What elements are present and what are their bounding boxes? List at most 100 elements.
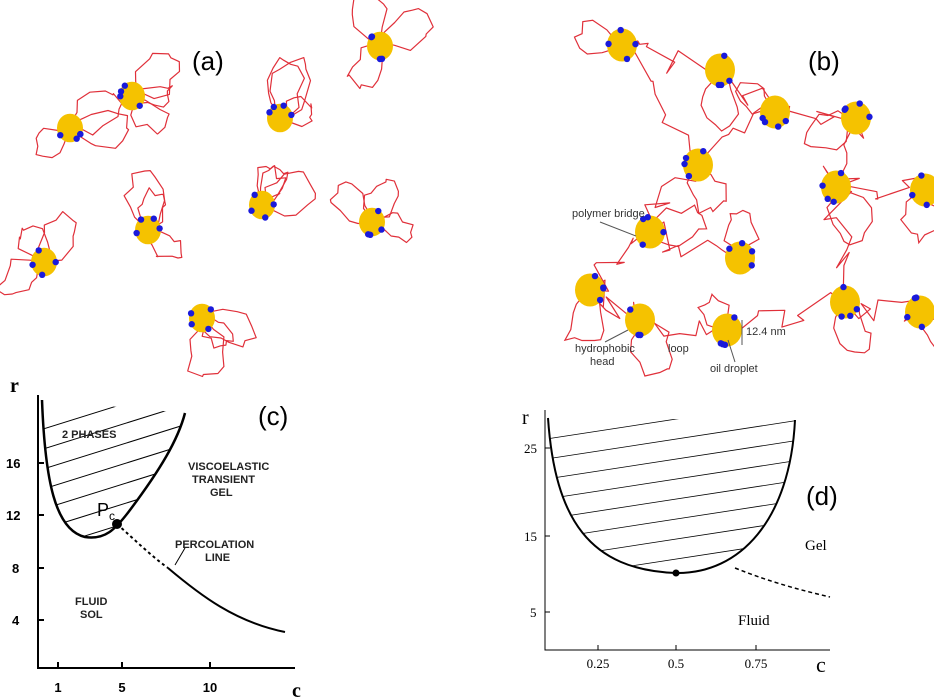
annotation: oil droplet <box>710 363 758 375</box>
hydrophobic-head <box>122 83 128 89</box>
percolation-dashed <box>117 524 168 568</box>
oil-droplet <box>712 314 742 347</box>
hydrophobic-head <box>718 340 724 346</box>
hydrophobic-head <box>912 295 918 301</box>
annotation: loop <box>668 343 689 355</box>
hydrophobic-head <box>683 155 689 161</box>
axes <box>545 410 830 650</box>
hydrophobic-head <box>624 56 630 62</box>
hydrophobic-head <box>838 313 844 319</box>
hatching <box>540 400 800 600</box>
hydrophobic-head <box>909 192 915 198</box>
hydrophobic-head <box>592 273 598 279</box>
panel-label: (d) <box>806 481 838 511</box>
tick-label: 25 <box>524 441 537 456</box>
tick-label: 4 <box>12 613 20 628</box>
polymer-bridge <box>622 42 698 165</box>
hydrophobic-head <box>137 103 143 109</box>
hydrophobic-head <box>632 41 638 47</box>
oil-droplet <box>830 286 860 319</box>
leader <box>600 222 636 236</box>
hydrophobic-head <box>133 230 139 236</box>
annotation: TRANSIENT <box>192 474 255 486</box>
hydrophobic-head <box>188 310 194 316</box>
hydrophobic-head <box>605 41 611 47</box>
hydrophobic-head <box>762 119 768 125</box>
axis-label: r <box>522 407 529 429</box>
hydrophobic-head <box>248 208 254 214</box>
tick-label: 12 <box>6 508 20 523</box>
hydrophobic-head <box>716 82 722 88</box>
hydrophobic-head <box>640 241 646 247</box>
axis-label: c <box>816 652 826 677</box>
hydrophobic-head <box>271 104 277 110</box>
annotation: LINE <box>205 552 230 564</box>
hydrophobic-head <box>288 112 294 118</box>
annotation: P <box>97 500 109 520</box>
hydrophobic-head <box>749 248 755 254</box>
annotation: hydrophobic <box>575 343 635 355</box>
hydrophobic-head <box>375 208 381 214</box>
tick-label: 10 <box>203 680 217 695</box>
percolation-line <box>735 568 830 597</box>
tick-label: 5 <box>530 605 537 620</box>
hydrophobic-head <box>151 215 157 221</box>
hydrophobic-head <box>819 182 825 188</box>
hydrophobic-head <box>919 324 925 330</box>
hydrophobic-head <box>52 259 58 265</box>
tick-label: 1 <box>54 680 61 695</box>
hydrophobic-head <box>847 313 853 319</box>
hydrophobic-head <box>838 170 844 176</box>
panel-c: r 16 12 8 4 1 5 10 c (c) 2 PHASES VISCOE… <box>6 375 301 700</box>
hydrophobic-head <box>749 262 755 268</box>
hydrophobic-head <box>856 100 862 106</box>
hydrophobic-head <box>39 272 45 278</box>
tick-label: 8 <box>12 561 19 576</box>
polymer-bridge <box>727 293 845 339</box>
tick-label: 5 <box>118 680 125 695</box>
tick-label: 16 <box>6 456 20 471</box>
hydrophobic-head <box>854 306 860 312</box>
panel-label: (c) <box>258 401 288 431</box>
annotation: polymer bridge <box>572 208 645 220</box>
percolation-line <box>168 568 285 632</box>
polymer-bridge <box>824 187 852 302</box>
annotation: Fluid <box>738 613 770 629</box>
hydrophobic-head <box>840 284 846 290</box>
hydrophobic-head <box>189 321 195 327</box>
hydrophobic-head <box>29 262 35 268</box>
hydrophobic-head <box>726 246 732 252</box>
panel-label: (a) <box>192 46 224 76</box>
annotation: c <box>109 509 115 523</box>
hydrophobic-head <box>739 240 745 246</box>
hydrophobic-head <box>77 131 83 137</box>
hydrophobic-head <box>918 172 924 178</box>
hydrophobic-head <box>645 214 651 220</box>
hydrophobic-head <box>660 229 666 235</box>
annotation: Gel <box>805 538 827 554</box>
tick-label: 0.25 <box>587 656 610 671</box>
hydrophobic-head <box>262 214 268 220</box>
hydrophobic-head <box>825 196 831 202</box>
annotation: Pc <box>97 500 115 523</box>
hydrophobic-head <box>731 314 737 320</box>
hydrophobic-head <box>721 53 727 59</box>
annotation: GEL <box>210 487 233 499</box>
tick-label: 0.75 <box>745 656 768 671</box>
hydrophobic-head <box>904 314 910 320</box>
hydrophobic-head <box>617 27 623 33</box>
hydrophobic-head <box>369 33 375 39</box>
hydrophobic-head <box>866 114 872 120</box>
ticks <box>545 448 756 650</box>
axis-label: c <box>292 680 301 700</box>
hydrophobic-head <box>841 107 847 113</box>
annotation: 2 PHASES <box>62 429 116 441</box>
coexistence-curve <box>548 418 795 573</box>
axis-label: r <box>10 375 19 397</box>
hydrophobic-head <box>681 161 687 167</box>
hydrophobic-head <box>208 306 214 312</box>
hydrophobic-head <box>270 201 276 207</box>
hydrophobic-head <box>379 56 385 62</box>
hydrophobic-head <box>597 297 603 303</box>
figure: (a) (b) polymer bridge hydrophobic head … <box>0 0 934 700</box>
